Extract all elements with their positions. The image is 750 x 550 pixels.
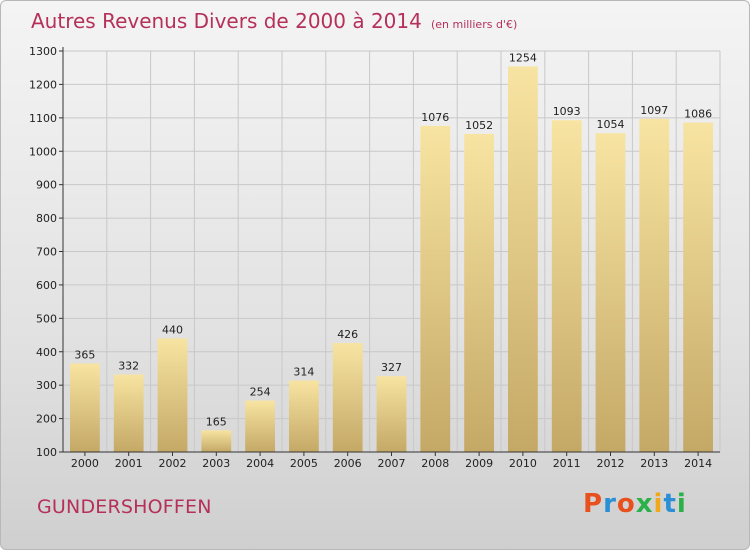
x-tick-label: 2007 — [378, 457, 406, 470]
bars: 365 332 440 165 254 314 426 327 1076 1052 1254 1093… — [70, 51, 713, 453]
proxiti-logo[interactable]: Proxiti — [583, 489, 687, 519]
x-tick-label: 2011 — [553, 457, 581, 470]
y-tick-label: 1300 — [29, 45, 57, 58]
x-tick-label: 2013 — [640, 457, 668, 470]
y-tick-label: 600 — [36, 279, 57, 292]
logo-letter: r — [603, 489, 617, 519]
bar — [595, 133, 626, 452]
bar — [157, 338, 188, 452]
bar-value-label: 365 — [74, 348, 95, 361]
bar-value-label: 332 — [118, 359, 139, 372]
bar-value-label: 1052 — [465, 119, 493, 132]
bar — [332, 343, 363, 452]
logo-letter: t — [663, 489, 677, 519]
chart-title: Autres Revenus Divers de 2000 à 2014 (en… — [31, 9, 517, 33]
bar — [639, 118, 670, 453]
bar — [508, 66, 538, 452]
bar-value-label: 1093 — [553, 105, 581, 118]
y-tick-label: 1000 — [29, 145, 57, 158]
x-tick-label: 2001 — [115, 457, 143, 470]
x-tick-label: 2006 — [334, 457, 362, 470]
x-tick-label: 2002 — [159, 457, 187, 470]
logo-letter: i — [676, 489, 687, 519]
bar — [376, 376, 407, 452]
chart-title-main: Autres Revenus Divers de 2000 à 2014 — [31, 9, 422, 33]
bar — [289, 380, 319, 452]
bar — [551, 120, 582, 453]
x-tick-label: 2003 — [202, 457, 230, 470]
bar-value-label: 426 — [337, 328, 358, 341]
logo-letter: o — [616, 489, 636, 519]
logo-letter: x — [635, 489, 654, 519]
x-tick-label: 2000 — [71, 457, 99, 470]
axes: 100 200 300 400 500 600 700 800 900 1000 1100 1200 1… — [29, 45, 720, 470]
y-tick-label: 800 — [36, 212, 57, 225]
x-tick-label: 2012 — [597, 457, 625, 470]
bar-value-label: 1097 — [640, 104, 668, 117]
y-tick-label: 300 — [36, 379, 57, 392]
x-tick-label: 2004 — [246, 457, 274, 470]
y-tick-label: 500 — [36, 312, 57, 325]
x-tick-label: 2010 — [509, 457, 537, 470]
y-tick-label: 1200 — [29, 78, 57, 91]
bar-value-label: 1076 — [421, 111, 449, 124]
bar-value-label: 327 — [381, 361, 402, 374]
bar-value-label: 165 — [206, 415, 227, 428]
bar-value-label: 314 — [293, 365, 314, 378]
bar — [420, 125, 451, 452]
bar-value-label: 1254 — [509, 51, 537, 64]
bar — [245, 400, 275, 452]
logo-letter: P — [583, 489, 604, 519]
x-tick-label: 2009 — [465, 457, 493, 470]
y-tick-label: 400 — [36, 346, 57, 359]
y-tick-label: 200 — [36, 413, 57, 426]
bar — [70, 363, 100, 452]
chart-title-unit: (en milliers d'€) — [430, 18, 518, 31]
bar-value-label: 254 — [250, 386, 271, 399]
bar — [683, 122, 713, 453]
bar-value-label: 1086 — [684, 108, 712, 121]
x-tick-label: 2005 — [290, 457, 318, 470]
logo-letter: i — [653, 489, 664, 519]
x-tick-label: 2008 — [421, 457, 449, 470]
commune-name: GUNDERSHOFFEN — [37, 496, 212, 518]
bar — [201, 430, 232, 452]
y-tick-label: 700 — [36, 246, 57, 259]
y-tick-label: 100 — [36, 446, 57, 459]
bar-value-label: 1054 — [597, 118, 625, 131]
bar — [113, 374, 144, 452]
y-tick-label: 1100 — [29, 112, 57, 125]
x-tick-label: 2014 — [684, 457, 712, 470]
bar — [464, 133, 494, 452]
y-tick-label: 900 — [36, 179, 57, 192]
bar-value-label: 440 — [162, 323, 183, 336]
